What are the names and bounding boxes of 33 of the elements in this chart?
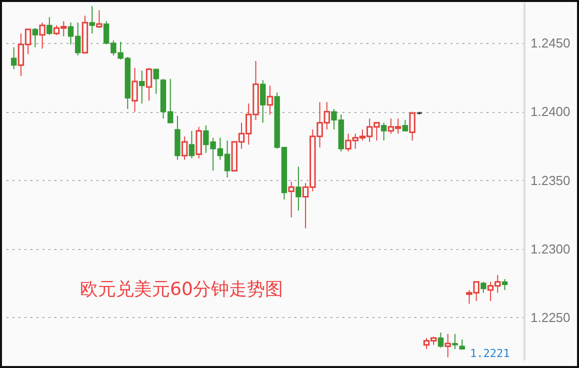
y-tick-label: 1.2250 — [530, 310, 570, 325]
annotation: 1.2221 — [470, 347, 510, 360]
candlestick — [10, 46, 17, 70]
candlestick — [139, 70, 145, 104]
candlestick — [402, 119, 408, 132]
candlestick — [46, 16, 52, 36]
candlestick — [89, 6, 95, 34]
candlestick — [260, 80, 266, 124]
y-tick-label: 1.2400 — [530, 104, 570, 120]
candlestick — [146, 67, 152, 102]
candlestick — [452, 333, 458, 350]
candlestick — [296, 166, 302, 211]
candlestick — [459, 338, 465, 350]
y-tick-label: 1.2450 — [530, 36, 570, 51]
y-tick-label: 1.2350 — [530, 172, 570, 188]
candlestick — [409, 111, 416, 142]
candlestick — [480, 281, 486, 294]
candlestick — [444, 333, 451, 358]
candlestick — [153, 68, 159, 94]
candlestick — [288, 181, 294, 218]
candlestick — [196, 126, 202, 159]
candlestick — [266, 85, 274, 115]
candlestick — [502, 278, 508, 291]
candlestick — [96, 10, 102, 29]
candlestick — [188, 130, 195, 159]
candlestick — [39, 22, 46, 50]
candlestick — [132, 67, 138, 112]
y-tick-label: 1.2300 — [530, 241, 570, 256]
annotation: 欧元兑美元60分钟走势图 — [80, 279, 283, 300]
candlestick — [438, 332, 444, 348]
candlestick — [32, 28, 38, 48]
candlestick — [181, 136, 188, 160]
candlestick — [380, 122, 387, 142]
